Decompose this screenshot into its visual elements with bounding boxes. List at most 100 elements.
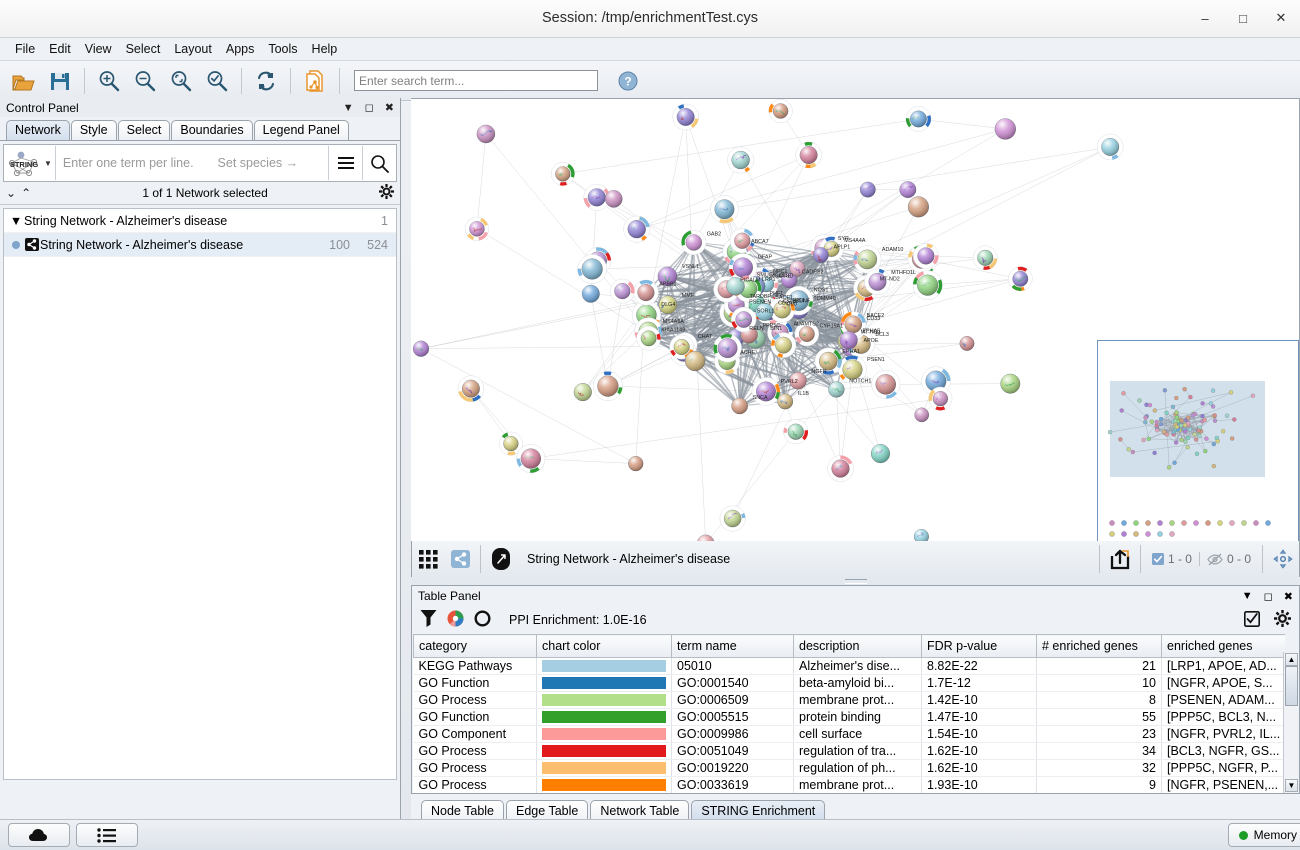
scroll-thumb[interactable] (1285, 666, 1298, 706)
expand-triangle-icon[interactable]: ▼ (9, 213, 23, 228)
enrichment-table-wrapper[interactable]: category chart color term name descripti… (413, 634, 1285, 794)
network-node[interactable] (794, 321, 820, 347)
maximize-button[interactable]: □ (1239, 10, 1247, 26)
network-node[interactable] (755, 303, 774, 321)
refresh-icon[interactable] (248, 64, 284, 98)
network-node[interactable] (770, 332, 797, 358)
network-node[interactable] (658, 295, 678, 315)
network-node[interactable] (581, 284, 600, 303)
network-node[interactable] (628, 455, 644, 472)
tab-string-enrichment[interactable]: STRING Enrichment (691, 800, 826, 822)
network-node[interactable] (1000, 373, 1021, 394)
column-header-term-name[interactable]: term name (671, 634, 794, 658)
network-node[interactable] (728, 253, 758, 282)
tree-root-row[interactable]: ▼ String Network - Alzheimer's disease 1 (4, 209, 396, 233)
network-node[interactable] (731, 397, 748, 415)
network-node[interactable] (623, 215, 651, 243)
string-dropdown-icon[interactable]: ▼ (44, 158, 52, 168)
network-node[interactable] (684, 350, 706, 372)
collapse-all-icon[interactable]: ⌄ (6, 186, 17, 200)
network-node[interactable] (907, 196, 929, 218)
network-node[interactable] (789, 371, 807, 390)
network-canvas[interactable]: MT-ND2 MT-ND1 VSNL1 GAB2 APOE RIS1 ABCA7 ACHE CH… (411, 98, 1300, 543)
string-logo-icon[interactable]: STRING (4, 146, 44, 180)
hamburger-icon[interactable] (329, 146, 362, 180)
table-row[interactable]: GO Process GO:0006509 membrane prot... 1.42… (413, 691, 1285, 709)
string-term-input[interactable]: Enter one term per line. Set species → (56, 156, 328, 170)
search-input[interactable]: Enter search term... (354, 70, 598, 91)
share-network-icon[interactable] (444, 544, 476, 574)
tab-network-table[interactable]: Network Table (590, 800, 690, 822)
table-row[interactable]: GO Process GO:0019220 regulation of ph... 1… (413, 759, 1285, 777)
network-node[interactable] (550, 161, 575, 186)
table-row[interactable]: GO Function GO:0001540 beta-amyloid bi... 1… (413, 674, 1285, 692)
network-node[interactable] (959, 336, 975, 351)
grid-icon[interactable] (412, 544, 444, 574)
network-node[interactable] (727, 146, 755, 174)
network-node[interactable] (812, 247, 829, 263)
zoom-selected-icon[interactable] (199, 64, 235, 98)
tab-edge-table[interactable]: Edge Table (506, 800, 589, 822)
tab-style[interactable]: Style (70, 120, 117, 140)
maximize-icon[interactable]: ◻ (1263, 590, 1273, 603)
network-node[interactable] (657, 266, 678, 287)
network-node[interactable] (905, 106, 932, 132)
network-node[interactable] (913, 243, 939, 269)
chevron-down-icon[interactable]: ▼ (1241, 590, 1253, 602)
tab-select[interactable]: Select (117, 120, 171, 140)
fit-selected-icon[interactable] (1267, 544, 1299, 574)
zoom-fit-icon[interactable] (163, 64, 199, 98)
tab-legend-panel[interactable]: Legend Panel (253, 120, 349, 140)
new-network-icon[interactable] (297, 64, 333, 98)
checkbox-icon[interactable] (1244, 610, 1260, 630)
network-node[interactable] (457, 375, 485, 402)
list-icon[interactable] (76, 823, 138, 847)
network-node[interactable] (1096, 133, 1124, 161)
donut-chart-icon[interactable] (474, 610, 491, 630)
network-node[interactable] (751, 377, 781, 406)
expand-all-icon[interactable]: ⌃ (21, 186, 32, 200)
network-node[interactable] (577, 254, 608, 284)
network-node[interactable] (768, 99, 793, 124)
network-node[interactable] (795, 141, 822, 169)
network-node[interactable] (913, 528, 929, 542)
network-node[interactable] (899, 181, 917, 199)
table-vertical-scrollbar[interactable]: ▲ ▼ (1283, 652, 1298, 793)
column-header-enriched-count[interactable]: # enriched genes (1036, 634, 1162, 658)
menu-layout[interactable]: Layout (174, 42, 212, 56)
network-node[interactable] (783, 419, 809, 445)
network-node[interactable] (777, 393, 794, 410)
network-node[interactable] (573, 383, 592, 402)
gear-icon[interactable] (379, 184, 394, 202)
column-header-category[interactable]: category (413, 634, 537, 658)
tab-network[interactable]: Network (6, 120, 70, 140)
maximize-icon[interactable]: ◻ (364, 102, 374, 114)
selected-nodes-counter[interactable]: 1 - 0 (1145, 552, 1199, 566)
column-header-chart-color[interactable]: chart color (536, 634, 672, 658)
magnifier-icon[interactable] (363, 146, 396, 180)
network-node[interactable] (814, 347, 842, 375)
annotation-icon[interactable] (485, 544, 517, 574)
minimize-button[interactable]: – (1201, 10, 1209, 26)
tab-boundaries[interactable]: Boundaries (171, 120, 253, 140)
network-node[interactable] (828, 381, 845, 398)
network-node[interactable] (994, 118, 1016, 140)
table-row[interactable]: KEGG Pathways 05010 Alzheimer's dise... 8.8… (413, 657, 1285, 675)
network-node[interactable] (726, 277, 745, 296)
menu-edit[interactable]: Edit (49, 42, 71, 56)
network-node[interactable] (464, 216, 489, 241)
network-node[interactable] (840, 311, 867, 338)
network-node[interactable] (498, 431, 523, 456)
close-icon[interactable]: ✖ (384, 102, 394, 114)
open-folder-icon[interactable] (6, 64, 42, 98)
scroll-up-arrow[interactable]: ▲ (1285, 653, 1298, 666)
close-button[interactable]: ✕ (1275, 10, 1287, 25)
network-node[interactable] (859, 181, 876, 198)
network-node[interactable] (870, 444, 890, 464)
scroll-down-arrow[interactable]: ▼ (1285, 779, 1298, 792)
set-species-link[interactable]: Set species → (217, 156, 299, 170)
zoom-out-icon[interactable] (127, 64, 163, 98)
network-node[interactable] (769, 296, 796, 323)
network-node[interactable] (476, 124, 496, 144)
network-node[interactable] (609, 278, 635, 304)
